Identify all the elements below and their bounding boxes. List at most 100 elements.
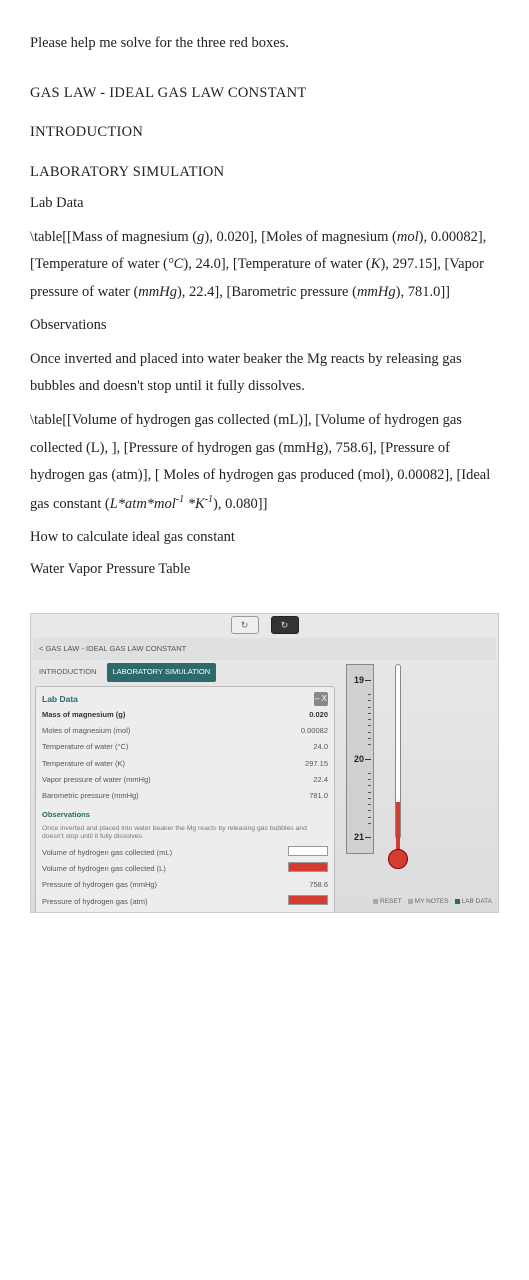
table-row: Temperature of water (K) 297.15 bbox=[42, 756, 328, 772]
row-key: Pressure of hydrogen gas (atm) bbox=[42, 895, 147, 909]
scale-number: 21 bbox=[354, 829, 364, 846]
row-value: 0.00082 bbox=[301, 724, 328, 738]
title-lab-data: Lab Data bbox=[30, 190, 499, 218]
row-value: 22.4 bbox=[313, 773, 328, 787]
refresh-button[interactable]: ↻ bbox=[231, 616, 259, 634]
scale-minor-tick bbox=[349, 744, 371, 745]
table1-prefix: \table[[Mass of magnesium ( bbox=[30, 229, 197, 245]
title-introduction: INTRODUCTION bbox=[30, 119, 499, 147]
t1s1: ), 0.020], [Moles of magnesium ( bbox=[204, 229, 397, 245]
scale-minor-tick bbox=[349, 810, 371, 811]
thermo-bulb bbox=[388, 849, 408, 869]
vapor-line: Water Vapor Pressure Table bbox=[30, 556, 499, 584]
thermo-fill bbox=[396, 802, 400, 851]
row-key: Vapor pressure of water (mmHg) bbox=[42, 773, 151, 787]
t1s5: ), 22.4], [Barometric pressure ( bbox=[177, 284, 357, 300]
unit-k: K bbox=[371, 256, 381, 272]
panel-obs-text: Once inverted and placed into water beak… bbox=[42, 825, 328, 841]
scale-number: 20 bbox=[354, 751, 364, 768]
observations-heading: Observations bbox=[30, 312, 499, 340]
table-row: Vapor pressure of water (mmHg) 22.4 bbox=[42, 772, 328, 788]
table-row: Moles of magnesium (mol) 0.00082 bbox=[42, 723, 328, 739]
title-gas-law: GAS LAW - IDEAL GAS LAW CONSTANT bbox=[30, 80, 499, 108]
panel-obs-head: Observations bbox=[42, 808, 328, 822]
row-value: 0.00082 bbox=[301, 911, 328, 913]
prompt-intro: Please help me solve for the three red b… bbox=[30, 30, 499, 58]
row-value: 24.0 bbox=[313, 740, 328, 754]
scale-major-tick: 21 bbox=[349, 829, 371, 846]
scale-minor-tick bbox=[349, 725, 371, 726]
scale-minor-tick bbox=[349, 738, 371, 739]
nav-lab-simulation[interactable]: LABORATORY SIMULATION bbox=[107, 663, 217, 681]
unit-mmhg1: mmHg bbox=[138, 284, 177, 300]
gauges: 19 20 21 bbox=[346, 664, 408, 869]
table-row: Barometric pressure (mmHg) 781.0 bbox=[42, 788, 328, 804]
scale-minor-tick bbox=[349, 792, 371, 793]
row-value: 297.15 bbox=[305, 757, 328, 771]
t2-end: ), 0.080]] bbox=[213, 495, 267, 511]
t1s3: ), 24.0], [Temperature of water ( bbox=[183, 256, 370, 272]
scale-minor-tick bbox=[349, 817, 371, 818]
table-row: Temperature of water (°C) 24.0 bbox=[42, 739, 328, 755]
row-key: Moles of hydrogen gas produced (mol) bbox=[42, 911, 170, 913]
scale-minor-tick bbox=[349, 798, 371, 799]
t1s6: ), 781.0]] bbox=[396, 284, 450, 300]
scale-minor-tick bbox=[349, 707, 371, 708]
scale-minor-tick bbox=[349, 773, 371, 774]
row-key: Mass of magnesium (g) bbox=[42, 708, 125, 722]
row-key: Moles of magnesium (mol) bbox=[42, 724, 130, 738]
panel-title: Lab Data bbox=[42, 691, 78, 707]
scale-minor-tick bbox=[349, 713, 371, 714]
table-row: Pressure of hydrogen gas (atm) bbox=[42, 894, 328, 910]
scale-minor-tick bbox=[349, 700, 371, 701]
answer-input-red[interactable] bbox=[288, 895, 328, 905]
row-key: Barometric pressure (mmHg) bbox=[42, 789, 139, 803]
table2-text: \table[[Volume of hydrogen gas collected… bbox=[30, 407, 499, 518]
redo-button[interactable]: ↻ bbox=[271, 616, 299, 634]
table1-text: \table[[Mass of magnesium (g), 0.020], [… bbox=[30, 224, 499, 307]
ruler-scale: 19 20 21 bbox=[346, 664, 374, 854]
scale-minor-tick bbox=[349, 804, 371, 805]
title-lab-sim: LABORATORY SIMULATION bbox=[30, 159, 499, 187]
t2-unit: L*atm*mol bbox=[110, 495, 176, 511]
thermometer bbox=[388, 664, 408, 869]
scale-major-tick: 19 bbox=[349, 672, 371, 689]
answer-input[interactable] bbox=[288, 846, 328, 856]
labdata-icon bbox=[455, 899, 460, 904]
lab-data-panel: Lab Data – X Mass of magnesium (g)0.020M… bbox=[35, 686, 335, 914]
footer-reset[interactable]: RESET bbox=[373, 896, 402, 908]
row-key: Volume of hydrogen gas collected (L) bbox=[42, 862, 166, 876]
footer-notes[interactable]: MY NOTES bbox=[408, 896, 449, 908]
table-row: Pressure of hydrogen gas (mmHg) 758.6 bbox=[42, 877, 328, 893]
row-value: 0.020 bbox=[309, 708, 328, 722]
row-value: 781.0 bbox=[309, 789, 328, 803]
footer-reset-label: RESET bbox=[380, 896, 402, 908]
howto-line: How to calculate ideal gas constant bbox=[30, 524, 499, 552]
nav-introduction[interactable]: INTRODUCTION bbox=[33, 663, 103, 681]
table-row: Volume of hydrogen gas collected (L) bbox=[42, 861, 328, 877]
sim-nav: INTRODUCTION LABORATORY SIMULATION bbox=[33, 663, 496, 681]
t2-mid: *K bbox=[184, 495, 205, 511]
scale-minor-tick bbox=[349, 719, 371, 720]
scale-minor-tick bbox=[349, 779, 371, 780]
notes-icon bbox=[408, 899, 413, 904]
row-key: Temperature of water (K) bbox=[42, 757, 125, 771]
footer-notes-label: MY NOTES bbox=[415, 896, 449, 908]
row-key: Temperature of water (°C) bbox=[42, 740, 128, 754]
row-key: Pressure of hydrogen gas (mmHg) bbox=[42, 878, 157, 892]
simulation-screenshot: ↻ ↻ < GAS LAW - IDEAL GAS LAW CONSTANT I… bbox=[30, 613, 499, 913]
unit-mol: mol bbox=[397, 229, 419, 245]
table-row: Mass of magnesium (g) 0.020 bbox=[42, 707, 328, 723]
row-value: 758.6 bbox=[309, 878, 328, 892]
t2-sup2: -1 bbox=[205, 494, 213, 505]
scale-major-tick: 20 bbox=[349, 751, 371, 768]
sim-footer: RESET MY NOTES LAB DATA bbox=[373, 896, 492, 908]
close-icon[interactable]: – X bbox=[314, 692, 328, 706]
observations-text: Once inverted and placed into water beak… bbox=[30, 346, 499, 401]
data-rows-2: Volume of hydrogen gas collected (mL)Vol… bbox=[42, 845, 328, 913]
footer-labdata[interactable]: LAB DATA bbox=[455, 896, 492, 908]
answer-input-red[interactable] bbox=[288, 862, 328, 872]
scale-number: 19 bbox=[354, 672, 364, 689]
table-row: Moles of hydrogen gas produced (mol) 0.00… bbox=[42, 910, 328, 913]
reset-icon bbox=[373, 899, 378, 904]
